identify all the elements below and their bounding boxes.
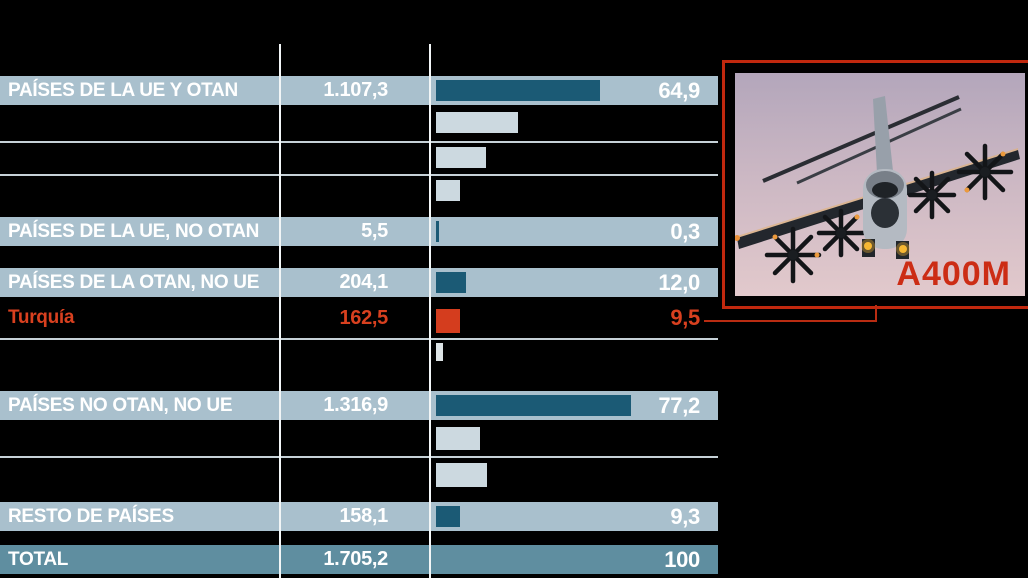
row-value: 204,1 xyxy=(339,271,388,293)
row-total: TOTAL 1.705,2 100 xyxy=(0,545,718,574)
row-value: 158,1 xyxy=(339,505,388,527)
row-value: 1.705,2 xyxy=(323,548,388,570)
row-bar xyxy=(436,506,460,527)
row-value: 1.316,9 xyxy=(323,394,388,416)
row-bar xyxy=(436,221,439,242)
sub-bar-3 xyxy=(436,180,460,201)
row-bar xyxy=(436,80,600,101)
vertical-gridline-2 xyxy=(429,44,431,578)
sub-bar-4 xyxy=(436,343,443,361)
row-label: PAÍSES DE LA UE, NO OTAN xyxy=(8,220,260,242)
row-label: PAÍSES DE LA OTAN, NO UE xyxy=(8,271,260,293)
sub-bar-5 xyxy=(436,427,480,450)
row-percent: 0,3 xyxy=(670,218,700,244)
sub-bar-1 xyxy=(436,112,518,133)
callout-line-vertical xyxy=(875,305,877,322)
row-non-nato-non-eu: PAÍSES NO OTAN, NO UE 1.316,9 77,2 xyxy=(0,391,718,420)
row-percent: 9,5 xyxy=(670,305,700,330)
row-bar-turkey xyxy=(436,309,460,333)
row-label: Turquía xyxy=(8,307,75,328)
row-bar xyxy=(436,272,466,293)
vertical-gridline-1 xyxy=(279,44,281,578)
row-label: TOTAL xyxy=(8,548,69,570)
separator-line-3 xyxy=(0,338,718,340)
row-percent: 12,0 xyxy=(658,269,700,295)
separator-line-4 xyxy=(0,456,718,458)
row-value: 5,5 xyxy=(361,220,388,242)
sub-bar-2 xyxy=(436,147,486,168)
callout-line-horizontal xyxy=(704,320,877,322)
separator-line-2 xyxy=(0,174,718,176)
row-eu-non-nato: PAÍSES DE LA UE, NO OTAN 5,5 0,3 xyxy=(0,217,718,246)
a400m-aircraft-illustration xyxy=(735,73,1025,296)
row-turkey: Turquía 162,5 9,5 xyxy=(0,301,718,335)
row-percent: 77,2 xyxy=(658,392,700,418)
row-value: 1.107,3 xyxy=(323,79,388,101)
row-nato-non-eu: PAÍSES DE LA OTAN, NO UE 204,1 12,0 xyxy=(0,268,718,297)
a400m-photo: A400M xyxy=(735,73,1025,296)
row-value: 162,5 xyxy=(339,306,388,329)
row-label: PAÍSES DE LA UE Y OTAN xyxy=(8,79,238,101)
plane-model-label: A400M xyxy=(896,255,1011,293)
row-percent: 100 xyxy=(664,546,700,572)
photo-frame: A400M xyxy=(722,60,1028,309)
row-bar xyxy=(436,395,631,416)
sub-bar-6 xyxy=(436,463,487,487)
row-percent: 64,9 xyxy=(658,77,700,103)
separator-line-1 xyxy=(0,141,718,143)
row-percent: 9,3 xyxy=(670,503,700,529)
row-eu-nato: PAÍSES DE LA UE Y OTAN 1.107,3 64,9 xyxy=(0,76,718,105)
row-rest-of-countries: RESTO DE PAÍSES 158,1 9,3 xyxy=(0,502,718,531)
row-label: RESTO DE PAÍSES xyxy=(8,505,174,527)
row-label: PAÍSES NO OTAN, NO UE xyxy=(8,394,233,416)
